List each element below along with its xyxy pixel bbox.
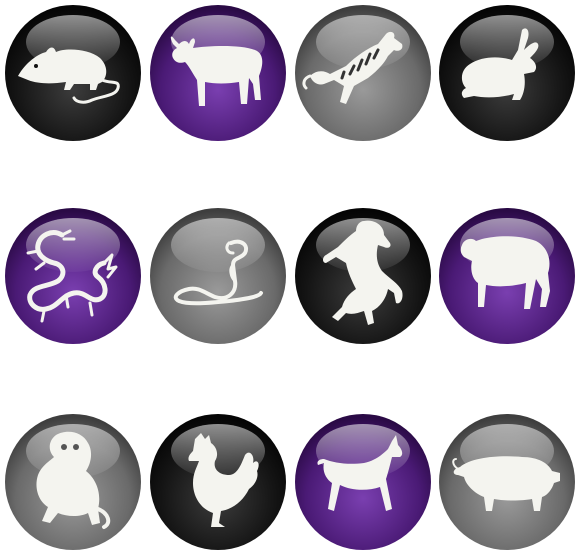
dragon-icon (26, 229, 118, 323)
pig-button[interactable] (438, 413, 576, 551)
snake-icon (173, 239, 263, 306)
rabbit-icon (461, 28, 539, 101)
dog-button[interactable] (294, 413, 432, 551)
goat-button[interactable] (438, 207, 576, 345)
ox-icon (170, 36, 263, 106)
monkey-icon (36, 431, 111, 529)
rat-icon (18, 47, 120, 104)
rat-button[interactable] (4, 4, 142, 142)
horse-button[interactable] (294, 207, 432, 345)
monkey-button[interactable] (4, 413, 142, 551)
snake-button[interactable] (149, 207, 287, 345)
orb-gloss (171, 218, 265, 272)
dragon-button[interactable] (4, 207, 142, 345)
horse-icon (323, 220, 403, 325)
tiger-icon (302, 31, 403, 105)
goat-icon (460, 236, 550, 309)
rooster-icon (188, 433, 259, 527)
dog-icon (317, 435, 403, 511)
ox-button[interactable] (149, 4, 287, 142)
pig-icon (452, 456, 560, 511)
tiger-button[interactable] (294, 4, 432, 142)
rooster-button[interactable] (149, 413, 287, 551)
rabbit-button[interactable] (438, 4, 576, 142)
